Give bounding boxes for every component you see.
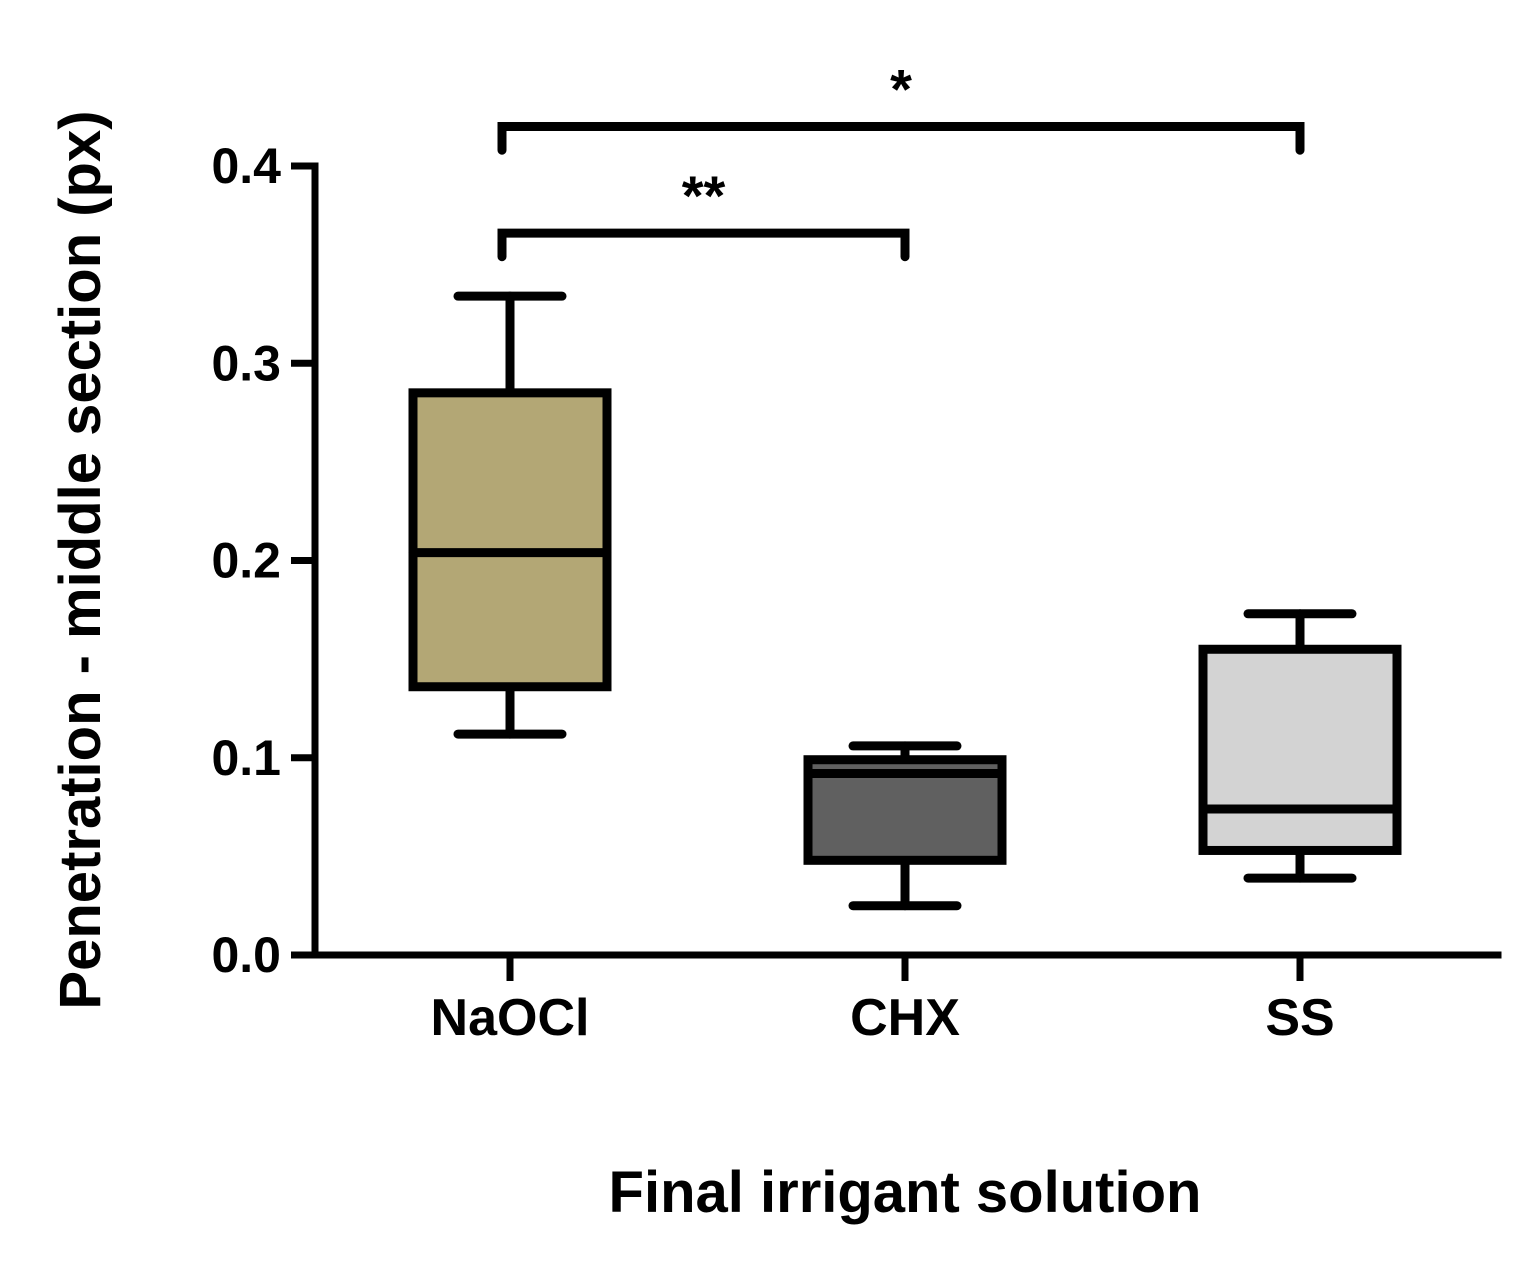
bracket-line: [497, 228, 910, 262]
significance-bracket-0: **: [497, 164, 910, 262]
y-ticks: 0.0 0.1 0.2 0.3 0.4: [211, 138, 315, 983]
x-ticks: NaOCl CHX SS: [431, 955, 1335, 1047]
y-tick-label-2: 0.2: [211, 533, 281, 589]
box-ss: [1198, 609, 1402, 883]
boxes: [408, 291, 1402, 911]
iqr-box: [408, 388, 612, 692]
y-axis-title: Penetration - middle section (px): [48, 110, 113, 1009]
bracket-line: [497, 122, 1305, 155]
x-tick-label-naocl: NaOCl: [431, 989, 590, 1047]
y-tick-label-0: 0.0: [211, 927, 281, 983]
significance-bracket-1: *: [497, 58, 1305, 155]
x-axis-title: Final irrigant solution: [609, 1160, 1202, 1225]
significance-brackets: ***: [497, 58, 1305, 262]
box-chx: [803, 741, 1007, 911]
significance-label: **: [682, 164, 726, 227]
x-tick-label-ss: SS: [1265, 989, 1334, 1047]
significance-label: *: [890, 58, 912, 121]
y-tick-label-4: 0.4: [211, 138, 281, 194]
iqr-box: [1198, 644, 1402, 855]
x-tick-label-chx: CHX: [850, 989, 960, 1047]
y-tick-label-1: 0.1: [211, 730, 281, 786]
y-tick-label-3: 0.3: [211, 335, 281, 391]
box-naocl: [408, 291, 612, 739]
